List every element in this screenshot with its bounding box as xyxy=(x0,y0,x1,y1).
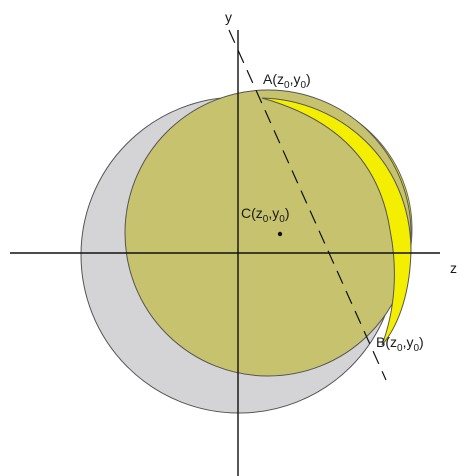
z-axis-label: z xyxy=(450,260,457,276)
point-c-label: C(z0,y0) xyxy=(241,205,289,225)
point-a-open: (z xyxy=(272,71,284,87)
point-b-name: B xyxy=(376,334,385,350)
point-c-sub-y: 0 xyxy=(279,214,285,225)
point-b-sub-z: 0 xyxy=(397,343,403,354)
point-c-open: (z xyxy=(251,205,263,221)
point-b-mid: ,y xyxy=(403,334,414,350)
point-a-close: ) xyxy=(306,71,311,87)
point-b-label: B(z0,y0) xyxy=(376,334,424,354)
center-point-c xyxy=(277,231,283,237)
olive-circle xyxy=(124,89,412,377)
point-a-label: A(z0,y0) xyxy=(263,71,311,91)
point-b-sub-y: 0 xyxy=(413,343,419,354)
point-a-sub-y: 0 xyxy=(300,80,306,91)
chord-AB xyxy=(228,29,387,381)
point-c-close: ) xyxy=(285,205,290,221)
y-axis-label: y xyxy=(225,9,232,25)
point-b-open: (z xyxy=(385,334,397,350)
point-c-name: C xyxy=(241,205,251,221)
point-a-name: A xyxy=(263,71,273,87)
point-c-mid: ,y xyxy=(268,205,279,221)
point-c-sub-z: 0 xyxy=(263,214,269,225)
point-b-close: ) xyxy=(419,334,424,350)
yellow-crescent xyxy=(261,97,412,346)
point-a-mid: ,y xyxy=(290,71,301,87)
point-a-sub-z: 0 xyxy=(284,80,290,91)
